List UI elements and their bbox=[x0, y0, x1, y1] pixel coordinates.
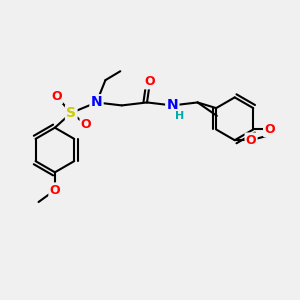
Text: H: H bbox=[175, 111, 184, 121]
Text: O: O bbox=[50, 184, 60, 196]
Text: N: N bbox=[167, 98, 178, 112]
Text: O: O bbox=[145, 75, 155, 88]
Text: O: O bbox=[81, 118, 92, 131]
Text: O: O bbox=[51, 90, 62, 103]
Text: N: N bbox=[91, 95, 102, 110]
Text: S: S bbox=[66, 106, 76, 120]
Text: O: O bbox=[264, 123, 275, 136]
Text: O: O bbox=[246, 134, 256, 147]
